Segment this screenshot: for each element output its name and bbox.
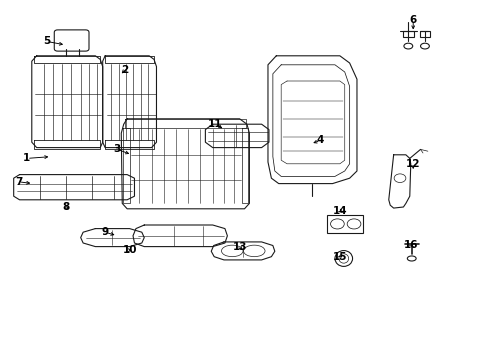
Text: 10: 10 — [122, 245, 137, 255]
Bar — [326, 215, 363, 233]
Text: 5: 5 — [43, 36, 50, 46]
Text: 11: 11 — [207, 119, 222, 129]
Text: 8: 8 — [62, 202, 69, 212]
Text: 14: 14 — [332, 206, 346, 216]
Bar — [402, 31, 413, 37]
Text: 7: 7 — [15, 177, 22, 187]
FancyBboxPatch shape — [54, 30, 89, 51]
Text: 3: 3 — [114, 144, 121, 154]
Text: 15: 15 — [332, 252, 346, 262]
Text: 6: 6 — [409, 15, 416, 25]
Text: 4: 4 — [316, 135, 324, 145]
Text: 1: 1 — [23, 153, 30, 163]
Text: 13: 13 — [232, 242, 246, 252]
Bar — [419, 31, 429, 37]
Text: 12: 12 — [405, 159, 420, 169]
Text: 2: 2 — [121, 65, 128, 75]
Text: 16: 16 — [403, 240, 417, 250]
Text: 9: 9 — [102, 227, 108, 237]
